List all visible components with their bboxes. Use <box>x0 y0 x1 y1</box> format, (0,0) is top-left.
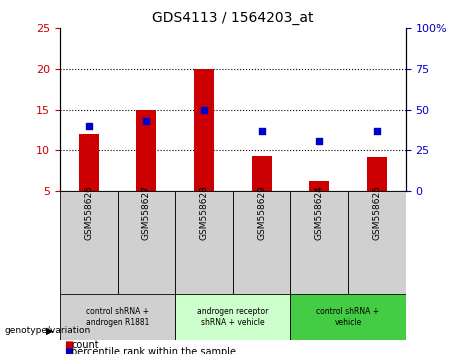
Bar <box>290 294 406 340</box>
Point <box>315 138 323 143</box>
Text: percentile rank within the sample: percentile rank within the sample <box>71 347 236 354</box>
Bar <box>233 191 290 294</box>
Text: count: count <box>71 340 99 350</box>
Text: GSM558626: GSM558626 <box>84 185 93 240</box>
Point <box>258 128 266 134</box>
Text: control shRNA +
androgen R1881: control shRNA + androgen R1881 <box>86 307 149 326</box>
Text: GSM558624: GSM558624 <box>315 186 324 240</box>
Text: genotype/variation: genotype/variation <box>5 326 91 336</box>
Bar <box>175 294 290 340</box>
Bar <box>290 191 348 294</box>
Point <box>85 123 92 129</box>
Text: GSM558629: GSM558629 <box>257 185 266 240</box>
Point <box>142 118 150 124</box>
Bar <box>252 156 272 191</box>
Text: control shRNA +
vehicle: control shRNA + vehicle <box>317 307 379 326</box>
Text: GSM558628: GSM558628 <box>200 185 208 240</box>
Bar <box>136 110 156 191</box>
Text: androgen receptor
shRNA + vehicle: androgen receptor shRNA + vehicle <box>197 307 268 326</box>
Text: ■: ■ <box>65 340 74 350</box>
Bar <box>175 191 233 294</box>
Text: ■: ■ <box>65 347 74 354</box>
Point <box>200 107 207 113</box>
Text: GSM558627: GSM558627 <box>142 185 151 240</box>
Bar <box>367 157 387 191</box>
Bar <box>118 191 175 294</box>
Title: GDS4113 / 1564203_at: GDS4113 / 1564203_at <box>152 11 313 24</box>
Text: ▶: ▶ <box>46 326 53 336</box>
Point <box>373 128 381 134</box>
Bar <box>194 69 214 191</box>
Bar <box>79 134 99 191</box>
Bar <box>309 181 329 191</box>
Text: GSM558625: GSM558625 <box>372 185 381 240</box>
Bar <box>348 191 406 294</box>
Bar <box>60 191 118 294</box>
Bar <box>60 294 175 340</box>
